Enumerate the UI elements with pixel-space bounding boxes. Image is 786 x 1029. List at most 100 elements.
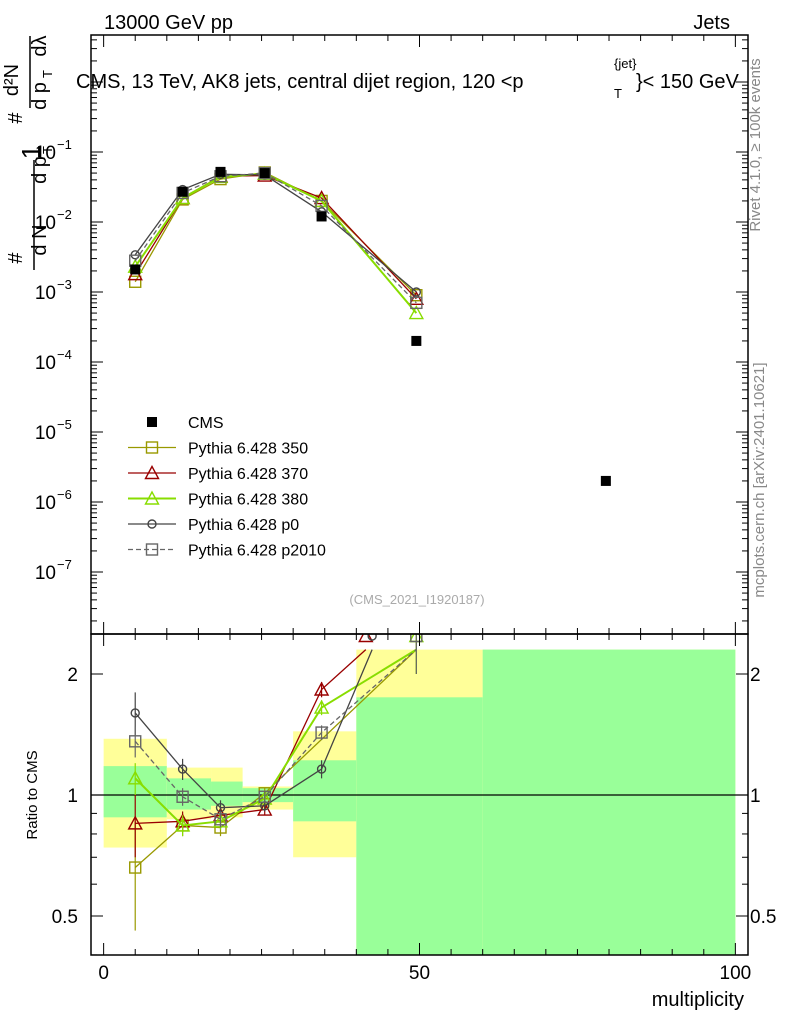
x-tick-label-2: 100: [720, 963, 752, 984]
legend-label-pythia-6-428-350: Pythia 6.428 350: [188, 441, 308, 458]
main-ytick-exp-4: −5: [57, 417, 72, 432]
main-point-pythia-6-428-p0-5: [411, 287, 422, 297]
legend-marker-pythia-6-428-380: [144, 490, 160, 505]
ratio-stat-band-5: [356, 697, 483, 955]
main-point-pythia-6-428-370-5: [408, 290, 425, 305]
main-point-cms-3: [259, 168, 270, 179]
ratio-point-pythia-6-428-370-4: [313, 681, 330, 696]
main-ytick-exp-1: −2: [57, 207, 72, 222]
ylabel-one: 1: [16, 145, 46, 159]
title-prefix: CMS, 13 TeV, AK8 jets, central dijet reg…: [76, 71, 524, 93]
main-ytick-label-5: 10: [35, 493, 56, 514]
legend-marker-pythia-6-428-370: [144, 465, 160, 480]
main-ytick-exp-6: −7: [57, 557, 72, 572]
ylabel-dpT-denominator: d p: [29, 82, 51, 110]
ratio-stat-band-4: [293, 760, 357, 822]
ratio-error-bands: [103, 649, 736, 955]
ratio-stat-band-2: [211, 781, 243, 806]
x-tick-label-1: 50: [409, 963, 430, 984]
ratio-point-pythia-6-428-370-0: [127, 815, 143, 830]
ratio-point-pythia-6-428-380-4: [313, 699, 330, 714]
x-axis-label: multiplicity: [652, 989, 744, 1011]
ratio-y-label: Ratio to CMS: [24, 750, 41, 839]
rivet-version-label: Rivet 4.1.0, ≥ 100k events: [747, 58, 764, 231]
main-point-pythia-6-428-p2010-4: [315, 199, 328, 213]
title-superscript: {jet}: [614, 56, 637, 71]
main-series-pythia-6-428-380: [127, 165, 425, 320]
main-series-pythia-6-428-370: [127, 167, 425, 305]
main-point-cms-5: [411, 335, 422, 346]
legend-item-cms: CMS: [147, 415, 224, 432]
legend-item-pythia-6-428-380: Pythia 6.428 380: [128, 490, 308, 509]
ratio-line-pythia-6-428-380: [134, 648, 417, 827]
legend-marker-pythia-6-428-p2010: [145, 543, 159, 556]
main-point-cms-4: [316, 211, 327, 222]
ratio-point-pythia-6-428-380-1: [174, 817, 191, 832]
ratio-stat-band-1: [166, 778, 212, 810]
ratio-ytick-label-right-2: 2: [750, 665, 761, 686]
main-ytick-exp-5: −6: [57, 487, 72, 502]
legend-item-pythia-6-428-p2010: Pythia 6.428 p2010: [128, 543, 326, 560]
ratio-panel: [91, 634, 748, 931]
main-point-pythia-6-428-370-4: [313, 190, 330, 205]
title-subscript: T: [614, 86, 622, 101]
legend: CMS Pythia 6.428 350 Pythia 6.428 370 Pythi…: [128, 415, 326, 560]
main-point-cms-6: [600, 475, 611, 486]
main-point-pythia-6-428-380-1: [174, 190, 191, 205]
ratio-line-pythia-6-428-p0: [134, 649, 373, 809]
ratio-ytick-label-right-1: 1: [750, 786, 761, 807]
main-ytick-label-3: 10: [35, 353, 56, 374]
main-ytick-exp-3: −4: [57, 347, 72, 362]
main-ytick-label-2: 10: [35, 283, 56, 304]
main-series-pythia-6-428-p2010: [129, 166, 423, 310]
mcplots-label: mcplots.cern.ch [arXiv:2401.10621]: [751, 362, 768, 597]
analysis-id: (CMS_2021_I1920187): [349, 592, 484, 607]
legend-item-pythia-6-428-p0: Pythia 6.428 p0: [128, 517, 299, 534]
legend-label-pythia-6-428-380: Pythia 6.428 380: [188, 492, 308, 509]
ylabel-hash: #: [5, 252, 27, 264]
ratio-point-pythia-6-428-p2010-3: [258, 790, 271, 803]
legend-item-pythia-6-428-350: Pythia 6.428 350: [128, 441, 308, 458]
legend-label-pythia-6-428-p2010: Pythia 6.428 p2010: [188, 543, 326, 560]
legend-label-pythia-6-428-370: Pythia 6.428 370: [188, 466, 308, 483]
ratio-point-pythia-6-428-p2010-1: [176, 790, 189, 803]
x-tick-label-0: 0: [98, 963, 109, 984]
header-process: Jets: [693, 12, 730, 34]
ratio-point-pythia-6-428-p2010-5: [410, 634, 423, 643]
title-suffix: }< 150 GeV: [636, 71, 740, 93]
main-panel: [127, 165, 611, 486]
main-series-pythia-6-428-p0: [130, 169, 422, 297]
main-point-pythia-6-428-350-5: [410, 289, 423, 302]
ylabel-d2N: d²N: [1, 64, 23, 96]
ratio-ytick-label-1: 1: [67, 786, 78, 807]
ratio-point-pythia-6-428-350-0: [129, 861, 142, 874]
main-point-cms-1: [177, 186, 188, 197]
ratio-line-pythia-6-428-370: [135, 649, 367, 825]
main-ytick-label-4: 10: [35, 423, 56, 444]
main-line-pythia-6-428-p2010: [134, 172, 417, 304]
legend-marker-pythia-6-428-350: [145, 441, 159, 454]
ylabel-sub-T: T: [40, 70, 55, 78]
ylabel-hash2: #: [5, 112, 27, 124]
ratio-point-pythia-6-428-p0-1: [177, 764, 188, 774]
main-point-cms-2: [215, 166, 226, 177]
legend-marker-cms: [147, 417, 157, 427]
ratio-point-pythia-6-428-380-0: [127, 770, 143, 785]
ratio-point-pythia-6-428-p2010-4: [315, 726, 328, 739]
top-y-label: 1 # d N d p T # d²N d p T dλ: [1, 35, 55, 270]
ylabel-sub-T2: T: [40, 146, 55, 154]
ratio-series-pythia-6-428-p2010: [129, 634, 423, 828]
ratio-line-pythia-6-428-p2010: [134, 649, 417, 821]
main-ytick-exp-0: −1: [57, 137, 72, 152]
ratio-stat-band-6: [482, 649, 736, 955]
ratio-point-pythia-6-428-p0-5: [367, 634, 377, 641]
header-energy: 13000 GeV pp: [104, 12, 233, 34]
main-ytick-label-0: 10: [35, 143, 56, 164]
ratio-point-pythia-6-428-370-5: [358, 634, 374, 643]
legend-label-cms: CMS: [188, 415, 224, 432]
main-point-pythia-6-428-p2010-5: [410, 296, 423, 310]
ratio-ytick-label-right-0: 0.5: [750, 907, 776, 928]
main-series-pythia-6-428-350: [129, 166, 423, 302]
